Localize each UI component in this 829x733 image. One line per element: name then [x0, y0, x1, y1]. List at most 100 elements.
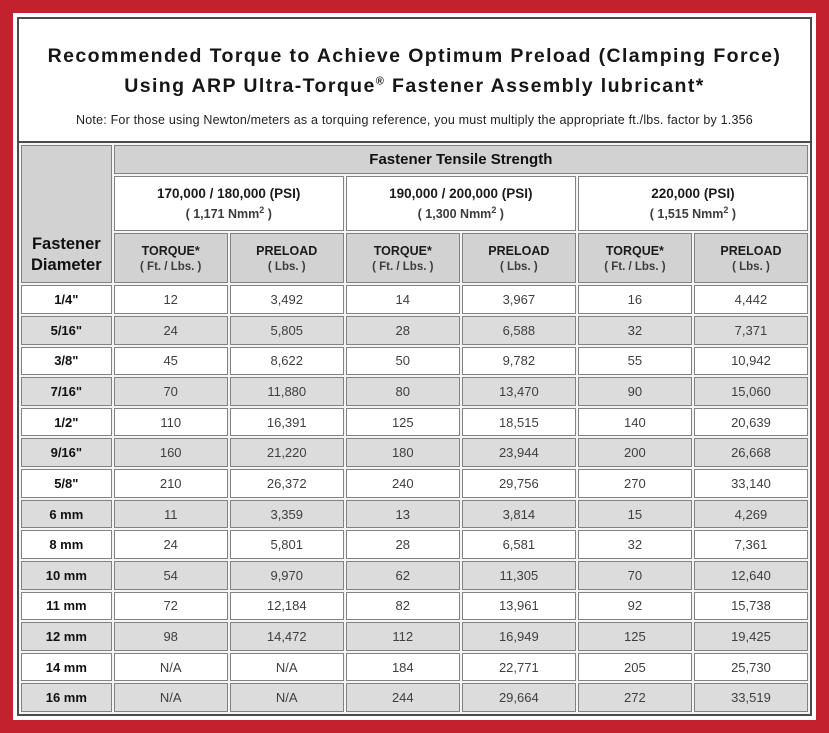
table-row: 5/16" 24 5,805 28 6,588 32 7,371	[21, 316, 808, 345]
value-cell: 54	[113, 560, 228, 590]
value-cell: 14,472	[229, 622, 344, 651]
fastener-diameter-cell: 14 mm	[21, 652, 112, 682]
fastener-diameter-cell: 11 mm	[21, 591, 112, 621]
value-cell: 33,519	[693, 683, 808, 712]
value-cell: 19,425	[693, 622, 808, 651]
value-cell: 184	[345, 652, 460, 682]
value-cell: 3,359	[229, 499, 344, 529]
table-row: 1/2" 110 16,391 125 18,515 140 20,639	[21, 407, 808, 437]
value-cell: 180	[345, 438, 460, 468]
torque-table: Fastener Diameter Fastener Tensile Stren…	[19, 141, 810, 714]
table-row: 9/16" 160 21,220 180 23,944 200 26,668	[21, 438, 808, 468]
value-cell: 4,442	[693, 285, 808, 315]
value-cell: 45	[113, 346, 228, 376]
table-row: 11 mm 72 12,184 82 13,961 92 15,738	[21, 591, 808, 621]
value-cell: 240	[345, 469, 460, 498]
value-cell: 24	[113, 530, 228, 559]
value-cell: 200	[577, 438, 692, 468]
value-cell: 70	[577, 560, 692, 590]
tensile-strength-row: Fastener Diameter Fastener Tensile Stren…	[21, 145, 808, 284]
value-cell: 15	[577, 499, 692, 529]
page-title: Recommended Torque to Achieve Optimum Pr…	[27, 41, 802, 101]
value-cell: 62	[345, 560, 460, 590]
value-cell: 29,756	[461, 469, 576, 498]
value-cell: 125	[577, 622, 692, 651]
value-cell: 32	[577, 530, 692, 559]
value-cell: N/A	[229, 652, 344, 682]
value-cell: 3,492	[229, 285, 344, 315]
value-cell: 8,622	[229, 346, 344, 376]
value-cell: 82	[345, 591, 460, 621]
value-cell: 15,738	[693, 591, 808, 621]
value-cell: 24	[113, 316, 228, 345]
table-row: 16 mm N/A N/A 244 29,664 272 33,519	[21, 683, 808, 712]
page-title-line1: Recommended Torque to Achieve Optimum Pr…	[47, 45, 782, 67]
strength-groups-row: 170,000 / 180,000 (PSI)( 1,171 Nmm2 ) 190…	[21, 176, 808, 232]
strength-group-header: 220,000 (PSI)( 1,515 Nmm2 )	[577, 176, 808, 232]
table-row: 14 mm N/A N/A 184 22,771 205 25,730	[21, 652, 808, 682]
column-subheader: PRELOAD( Lbs. )	[229, 233, 344, 284]
value-cell: 25,730	[693, 652, 808, 682]
value-cell: N/A	[229, 683, 344, 712]
value-cell: 7,361	[693, 530, 808, 559]
fastener-diameter-cell: 9/16"	[21, 438, 112, 468]
fastener-diameter-cell: 16 mm	[21, 683, 112, 712]
value-cell: 28	[345, 530, 460, 559]
value-cell: 12	[113, 285, 228, 315]
value-cell: 10,942	[693, 346, 808, 376]
value-cell: 26,372	[229, 469, 344, 498]
bordered-content: Recommended Torque to Achieve Optimum Pr…	[17, 17, 812, 716]
table-row: 1/4" 12 3,492 14 3,967 16 4,442	[21, 285, 808, 315]
value-cell: 32	[577, 316, 692, 345]
value-cell: 13	[345, 499, 460, 529]
value-cell: 210	[113, 469, 228, 498]
fastener-diameter-cell: 5/8"	[21, 469, 112, 498]
strength-group-header: 170,000 / 180,000 (PSI)( 1,171 Nmm2 )	[113, 176, 344, 232]
fastener-diameter-cell: 3/8"	[21, 346, 112, 376]
page-title-line2: Using ARP Ultra-Torque® Fastener Assembl…	[124, 75, 705, 98]
value-cell: 11,305	[461, 560, 576, 590]
value-cell: 272	[577, 683, 692, 712]
value-cell: 90	[577, 377, 692, 406]
fastener-diameter-cell: 8 mm	[21, 530, 112, 559]
fastener-diameter-cell: 5/16"	[21, 316, 112, 345]
table-row: 8 mm 24 5,801 28 6,581 32 7,361	[21, 530, 808, 559]
table-row: 5/8" 210 26,372 240 29,756 270 33,140	[21, 469, 808, 498]
value-cell: 12,640	[693, 560, 808, 590]
value-cell: N/A	[113, 683, 228, 712]
value-cell: 5,801	[229, 530, 344, 559]
value-cell: 33,140	[693, 469, 808, 498]
value-cell: 20,639	[693, 407, 808, 437]
value-cell: 12,184	[229, 591, 344, 621]
document-header: Recommended Torque to Achieve Optimum Pr…	[19, 19, 810, 141]
table-row: 10 mm 54 9,970 62 11,305 70 12,640	[21, 560, 808, 590]
value-cell: 70	[113, 377, 228, 406]
value-cell: 16,949	[461, 622, 576, 651]
value-cell: 16,391	[229, 407, 344, 437]
value-cell: 72	[113, 591, 228, 621]
value-cell: 11,880	[229, 377, 344, 406]
value-cell: 28	[345, 316, 460, 345]
value-cell: 110	[113, 407, 228, 437]
conversion-note: Note: For those using Newton/meters as a…	[76, 113, 753, 128]
value-cell: 50	[345, 346, 460, 376]
fastener-diameter-cell: 1/2"	[21, 407, 112, 437]
value-cell: 3,967	[461, 285, 576, 315]
value-cell: 3,814	[461, 499, 576, 529]
column-subheader: PRELOAD( Lbs. )	[461, 233, 576, 284]
subheader-row: TORQUE*( Ft. / Lbs. ) PRELOAD( Lbs. ) TORQ…	[21, 233, 808, 284]
value-cell: 21,220	[229, 438, 344, 468]
value-cell: N/A	[113, 652, 228, 682]
value-cell: 7,371	[693, 316, 808, 345]
value-cell: 125	[345, 407, 460, 437]
value-cell: 80	[345, 377, 460, 406]
table-row: 7/16" 70 11,880 80 13,470 90 15,060	[21, 377, 808, 406]
value-cell: 6,581	[461, 530, 576, 559]
content-frame: Recommended Torque to Achieve Optimum Pr…	[13, 13, 816, 720]
value-cell: 11	[113, 499, 228, 529]
value-cell: 14	[345, 285, 460, 315]
table-row: 3/8" 45 8,622 50 9,782 55 10,942	[21, 346, 808, 376]
tensile-strength-header: Fastener Tensile Strength	[113, 145, 808, 175]
value-cell: 23,944	[461, 438, 576, 468]
